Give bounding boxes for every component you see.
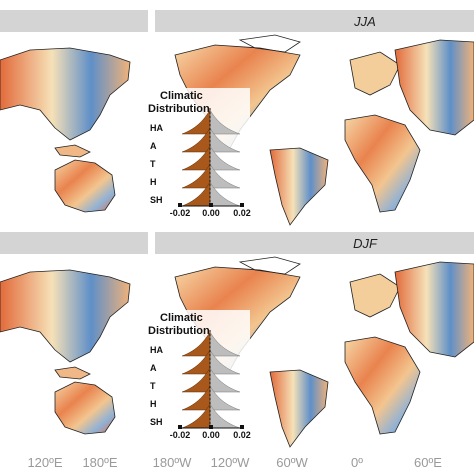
tick-mark <box>240 203 244 207</box>
tick-mark <box>209 203 213 207</box>
tick-mark <box>178 203 182 207</box>
row-label: H <box>150 177 157 187</box>
row-label: SH <box>150 417 163 427</box>
panel-header <box>155 10 474 32</box>
row-label: SH <box>150 195 163 205</box>
tick-mark <box>240 425 244 429</box>
panel-title: DJF <box>353 236 378 251</box>
row-label: A <box>150 363 157 373</box>
row-label: T <box>150 159 156 169</box>
inset-tick: 0.00 <box>202 430 220 440</box>
panel-header <box>155 232 474 254</box>
inset-title: Distribution <box>148 325 210 337</box>
x-axis-label: 180ºE <box>82 455 117 470</box>
inset-title: Climatic <box>160 312 203 324</box>
x-axis-label: 120ºW <box>211 455 250 470</box>
panel-header <box>0 232 148 254</box>
x-axis-label: 120ºE <box>27 455 62 470</box>
tick-mark <box>178 425 182 429</box>
inset-bg <box>146 310 250 440</box>
inset-title: Distribution <box>148 103 210 115</box>
inset-tick: 0.00 <box>202 208 220 218</box>
row-label: HA <box>150 345 163 355</box>
inset-tick: -0.02 <box>170 208 191 218</box>
x-axis-label: 180ºW <box>153 455 192 470</box>
inset-title: Climatic <box>160 90 203 102</box>
panel-header <box>0 10 148 32</box>
inset-bg <box>146 88 250 218</box>
x-axis-label: 60ºW <box>276 455 308 470</box>
row-label: T <box>150 381 156 391</box>
row-label: H <box>150 399 157 409</box>
x-axis-label: 60ºE <box>414 455 442 470</box>
panel-title: JJA <box>353 14 376 29</box>
inset-tick: 0.02 <box>233 208 251 218</box>
tick-mark <box>209 425 213 429</box>
row-label: A <box>150 141 157 151</box>
inset-tick: -0.02 <box>170 430 191 440</box>
x-axis-label: 0º <box>351 455 363 470</box>
inset-tick: 0.02 <box>233 430 251 440</box>
row-label: HA <box>150 123 163 133</box>
